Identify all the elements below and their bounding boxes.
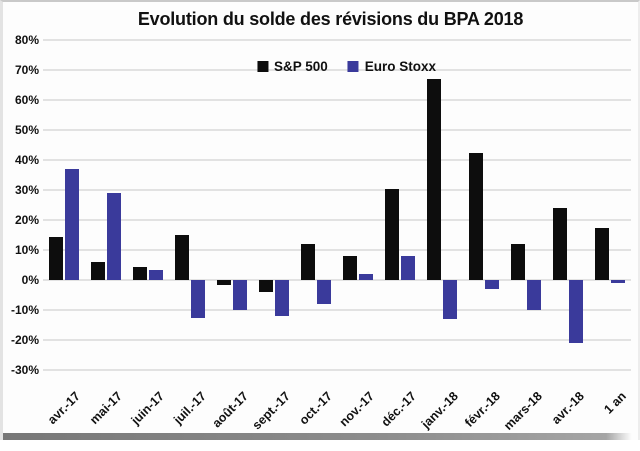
legend-swatch-icon (256, 61, 268, 72)
bar-eurostoxx-févr.-18 (485, 280, 499, 289)
legend-swatch-icon (347, 61, 359, 72)
bar-sp500-oct.-17 (301, 244, 315, 280)
gridline (43, 279, 631, 281)
bar-eurostoxx-déc.-17 (401, 256, 415, 280)
chart-title: Evolution du solde des révisions du BPA … (137, 9, 524, 29)
bar-sp500-avr.-17 (49, 236, 63, 280)
bar-eurostoxx-nov.-17 (359, 274, 373, 280)
y-tick-label: 0% (21, 273, 39, 287)
bar-eurostoxx-1 an (611, 280, 625, 283)
y-tick-label: -30% (10, 363, 39, 377)
y-tick-label: 70% (14, 63, 39, 77)
bar-sp500-avr.-18 (553, 208, 567, 280)
gridline (43, 69, 631, 71)
legend-item-sp500: S&P 500 (256, 59, 328, 74)
bar-eurostoxx-mars-18 (527, 280, 541, 310)
legend-label: Euro Stoxx (364, 59, 437, 74)
bar-sp500-mai-17 (91, 262, 105, 280)
y-tick-label: 30% (14, 183, 39, 197)
bar-sp500-juin-17 (133, 266, 147, 280)
gridline (43, 159, 631, 161)
legend: S&P 500 Euro Stoxx (256, 59, 437, 74)
bar-sp500-févr.-18 (469, 152, 483, 280)
bar-sp500-sept.-17 (259, 280, 273, 292)
bar-chart-figure: Evolution du solde des révisions du BPA … (0, 0, 640, 440)
gridline (43, 39, 631, 41)
gridline (43, 309, 631, 311)
gridline (43, 249, 631, 251)
y-tick-label: 50% (14, 123, 39, 137)
gridline (43, 219, 631, 221)
bar-eurostoxx-mai-17 (107, 193, 121, 280)
gridline (43, 339, 631, 341)
bar-eurostoxx-avr.-17 (65, 169, 79, 280)
bar-eurostoxx-juil.-17 (191, 280, 205, 318)
gridline (43, 129, 631, 131)
bar-eurostoxx-avr.-18 (569, 280, 583, 343)
bar-sp500-juil.-17 (175, 235, 189, 280)
legend-label: S&P 500 (273, 59, 328, 74)
bar-eurostoxx-janv.-18 (443, 280, 457, 319)
bar-sp500-déc.-17 (385, 188, 399, 280)
bar-eurostoxx-août-17 (233, 280, 247, 310)
bar-sp500-mars-18 (511, 244, 525, 280)
bar-eurostoxx-sept.-17 (275, 280, 289, 316)
y-tick-label: 10% (14, 243, 39, 257)
y-tick-label: -10% (10, 303, 39, 317)
gridline (43, 99, 631, 101)
legend-item-eurostoxx: Euro Stoxx (347, 59, 437, 74)
bottom-border-strip (3, 433, 638, 440)
bar-eurostoxx-oct.-17 (317, 280, 331, 304)
gridline (43, 369, 631, 371)
y-tick-label: 40% (14, 153, 39, 167)
bar-sp500-nov.-17 (343, 256, 357, 280)
bar-sp500-janv.-18 (427, 79, 441, 280)
bar-eurostoxx-juin-17 (149, 269, 163, 280)
plot-area (43, 39, 631, 371)
bar-sp500-août-17 (217, 280, 231, 285)
y-tick-label: 20% (14, 213, 39, 227)
y-tick-label: 60% (14, 93, 39, 107)
bar-sp500-1 an (595, 227, 609, 280)
y-tick-label: 80% (14, 33, 39, 47)
y-tick-label: -20% (10, 333, 39, 347)
gridline (43, 189, 631, 191)
